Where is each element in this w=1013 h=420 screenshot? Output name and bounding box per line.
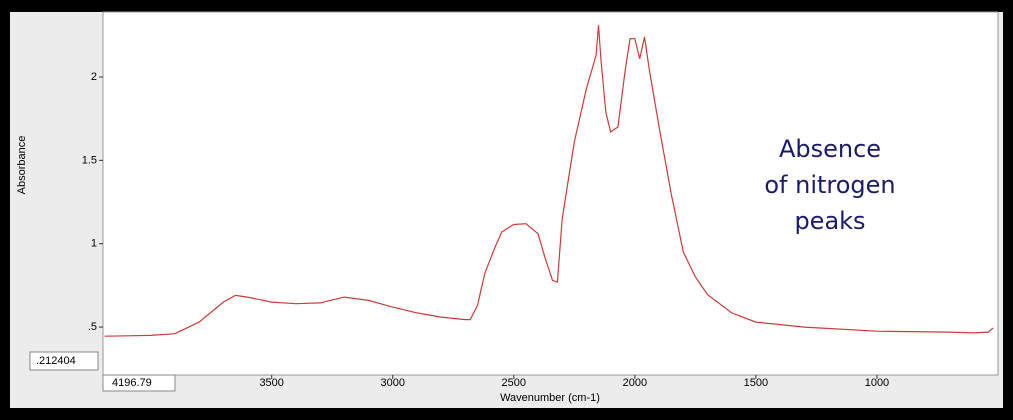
x-tick-label: 2500	[502, 377, 526, 389]
annotation: of nitrogen	[764, 171, 895, 199]
x-start-label: 4196.79	[112, 377, 152, 389]
y-tick-label: 1.5	[82, 154, 97, 166]
annotation: peaks	[794, 207, 865, 235]
y-tick-label: 1	[91, 238, 97, 250]
x-tick-label: 1500	[744, 377, 768, 389]
x-start-box	[102, 374, 176, 392]
y-axis-label: Absorbance	[16, 136, 28, 195]
y-start-label: .212404	[36, 355, 76, 367]
x-tick-label: 1000	[865, 377, 889, 389]
x-axis-label: Wavenumber (cm-1)	[500, 392, 600, 404]
y-start-box	[29, 351, 99, 371]
y-tick-label: 2	[91, 71, 97, 83]
y-tick-label: .5	[88, 321, 97, 333]
spectrum-line	[104, 25, 994, 337]
x-tick-label: 3000	[381, 377, 405, 389]
plot-area	[102, 11, 999, 376]
annotation: Absence	[779, 135, 881, 163]
x-tick-label: 2000	[623, 377, 647, 389]
x-tick-label: 3500	[259, 377, 283, 389]
